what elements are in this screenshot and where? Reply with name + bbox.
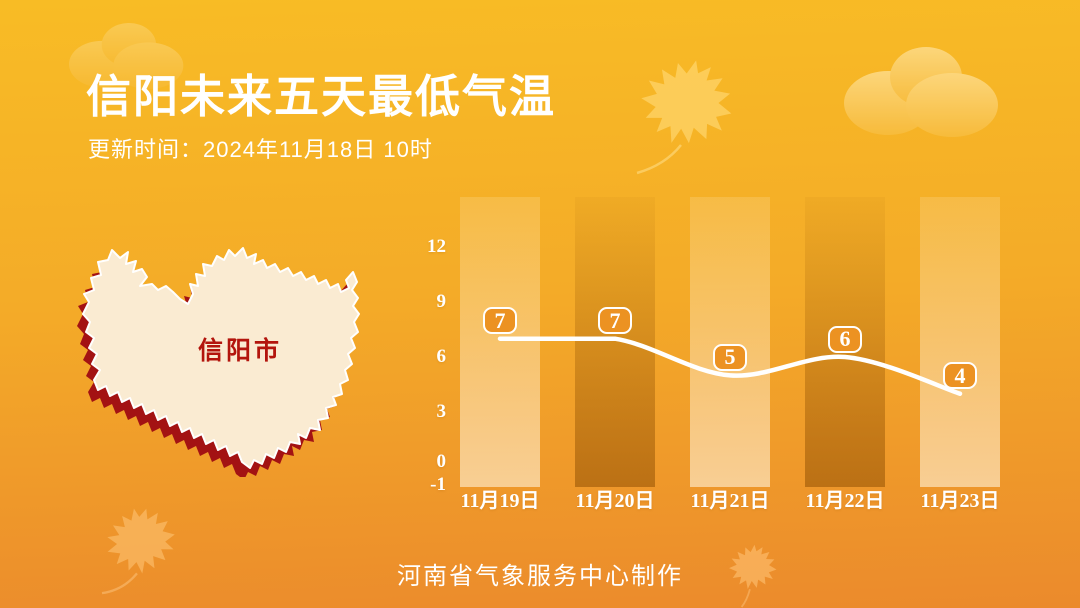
y-axis-tick-label: 6: [436, 346, 447, 368]
chart-bar: [690, 197, 770, 487]
data-point-badge: 5: [713, 343, 747, 371]
data-point-badge: 6: [828, 325, 862, 353]
data-point-badge: 7: [598, 307, 632, 335]
y-axis-tick-label: 9: [436, 291, 447, 313]
update-time: 更新时间：2024年11月18日 10时: [88, 137, 433, 162]
x-axis-label: 11月22日: [805, 490, 885, 512]
x-axis-label: 11月21日: [690, 490, 770, 512]
x-axis-label: 11月23日: [920, 490, 1000, 512]
chart-bar: [575, 197, 655, 487]
poster-title: 信阳未来五天最低气温: [86, 71, 557, 122]
chart-bar: [920, 197, 1000, 487]
x-axis-label: 11月20日: [575, 490, 655, 512]
x-axis-label: 11月19日: [460, 490, 540, 512]
data-point-badge: 4: [943, 362, 977, 390]
y-axis-tick-label: 3: [436, 401, 447, 422]
y-axis-tick-label: 12: [427, 236, 446, 258]
chart-bar: [460, 197, 540, 487]
data-point-badge: 7: [483, 307, 517, 335]
credit-text: 河南省气象服务中心制作: [397, 563, 683, 590]
y-axis-tick-label: -1: [430, 474, 446, 496]
y-axis-tick-label: 0: [436, 451, 447, 472]
